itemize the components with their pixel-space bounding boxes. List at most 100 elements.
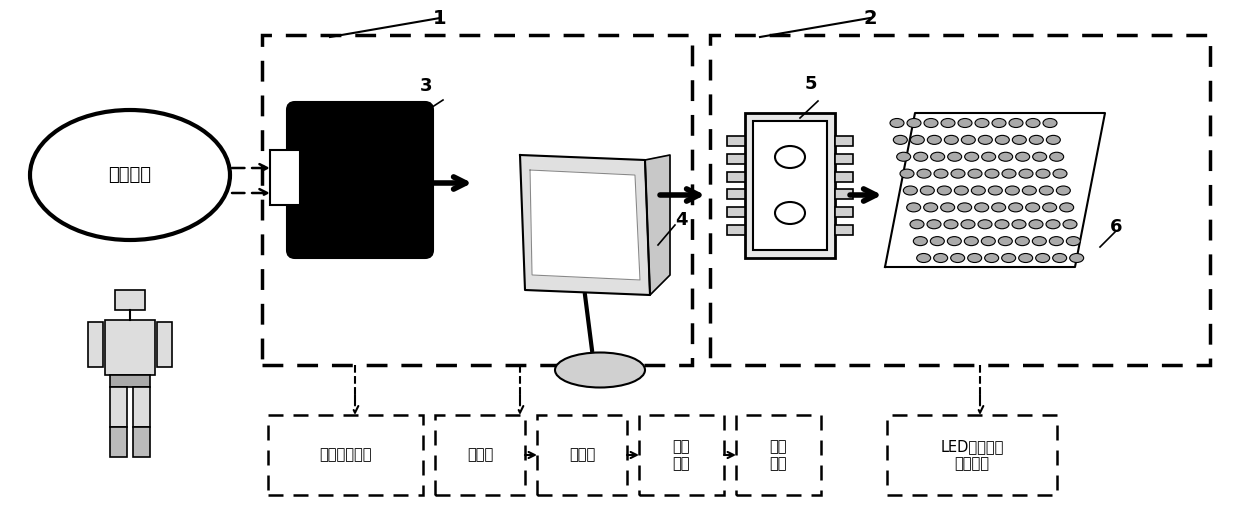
Text: 图像
分割: 图像 分割 [673, 439, 690, 471]
Bar [115, 290, 145, 310]
Text: 二値图: 二値图 [569, 448, 595, 463]
Ellipse shape [1022, 186, 1036, 195]
Bar [110, 387, 128, 427]
Ellipse shape [975, 118, 989, 128]
Bar [835, 207, 852, 217]
Ellipse shape [907, 118, 921, 128]
Bar [110, 375, 150, 387]
Ellipse shape [893, 135, 907, 144]
Ellipse shape [981, 152, 996, 162]
Ellipse shape [995, 135, 1010, 144]
Ellipse shape [954, 186, 969, 195]
Ellipse shape [1005, 186, 1020, 195]
Ellipse shape [948, 237, 961, 245]
Polygon shape [520, 155, 650, 295]
Text: 图像
分析: 图像 分析 [769, 439, 787, 471]
Ellipse shape [776, 202, 805, 224]
Bar [261, 35, 693, 365]
Ellipse shape [913, 237, 927, 245]
Ellipse shape [940, 118, 955, 128]
Text: LED阵列依据
信号亮灯: LED阵列依据 信号亮灯 [940, 439, 1004, 471]
Ellipse shape [1002, 169, 1016, 178]
Bar [887, 415, 1057, 495]
Ellipse shape [909, 220, 924, 229]
Ellipse shape [952, 169, 965, 178]
Bar [835, 154, 852, 164]
Bar [270, 150, 300, 205]
Ellipse shape [958, 203, 971, 212]
Ellipse shape [999, 237, 1012, 245]
Ellipse shape [927, 220, 940, 229]
Ellipse shape [958, 118, 973, 128]
Ellipse shape [924, 118, 938, 128]
Ellipse shape [1009, 203, 1022, 212]
Ellipse shape [1036, 169, 1049, 178]
Ellipse shape [940, 203, 955, 212]
Ellipse shape [1046, 135, 1061, 144]
Bar [435, 415, 525, 495]
Ellipse shape [944, 135, 958, 144]
Ellipse shape [555, 353, 646, 388]
Ellipse shape [1012, 220, 1026, 229]
Bar [727, 225, 745, 235]
Ellipse shape [1049, 237, 1063, 245]
Ellipse shape [1016, 152, 1030, 162]
Ellipse shape [961, 135, 975, 144]
Ellipse shape [934, 254, 948, 263]
Ellipse shape [989, 186, 1002, 195]
Ellipse shape [1032, 237, 1046, 245]
Ellipse shape [965, 152, 979, 162]
Polygon shape [885, 113, 1105, 267]
Ellipse shape [995, 220, 1009, 229]
Ellipse shape [1043, 118, 1057, 128]
Ellipse shape [948, 152, 961, 162]
Ellipse shape [979, 135, 992, 144]
Ellipse shape [934, 169, 948, 178]
Text: 病灶数字图像: 病灶数字图像 [318, 448, 372, 463]
Ellipse shape [1026, 118, 1040, 128]
Ellipse shape [1030, 135, 1043, 144]
Ellipse shape [978, 220, 992, 229]
Ellipse shape [964, 237, 979, 245]
Bar [835, 136, 852, 146]
Polygon shape [530, 170, 641, 280]
Bar [727, 207, 745, 217]
Bar [835, 190, 852, 200]
Ellipse shape [1067, 237, 1080, 245]
Text: 3: 3 [420, 77, 432, 95]
Ellipse shape [1015, 237, 1030, 245]
Bar [110, 427, 128, 457]
Ellipse shape [927, 135, 942, 144]
Ellipse shape [971, 186, 985, 195]
Bar [736, 415, 821, 495]
Ellipse shape [985, 254, 999, 263]
Bar [727, 171, 745, 182]
Ellipse shape [1032, 152, 1047, 162]
Text: 病灶组织: 病灶组织 [109, 166, 151, 184]
Ellipse shape [911, 135, 924, 144]
Bar [88, 322, 103, 367]
Ellipse shape [975, 203, 989, 212]
Ellipse shape [903, 186, 917, 195]
Ellipse shape [944, 220, 958, 229]
Bar [835, 225, 852, 235]
Ellipse shape [1030, 220, 1043, 229]
FancyBboxPatch shape [287, 102, 432, 258]
Ellipse shape [907, 203, 921, 212]
Ellipse shape [1026, 203, 1040, 212]
Bar [133, 427, 150, 457]
Bar [710, 35, 1211, 365]
Bar [105, 320, 155, 375]
Ellipse shape [923, 203, 938, 212]
Ellipse shape [776, 146, 805, 168]
Ellipse shape [1018, 169, 1033, 178]
Ellipse shape [921, 186, 934, 195]
Ellipse shape [930, 237, 944, 245]
Bar [639, 415, 724, 495]
Bar [835, 171, 852, 182]
Ellipse shape [897, 152, 911, 162]
Text: 6: 6 [1110, 218, 1123, 236]
Bar [727, 136, 745, 146]
Ellipse shape [981, 237, 995, 245]
Ellipse shape [1043, 203, 1057, 212]
